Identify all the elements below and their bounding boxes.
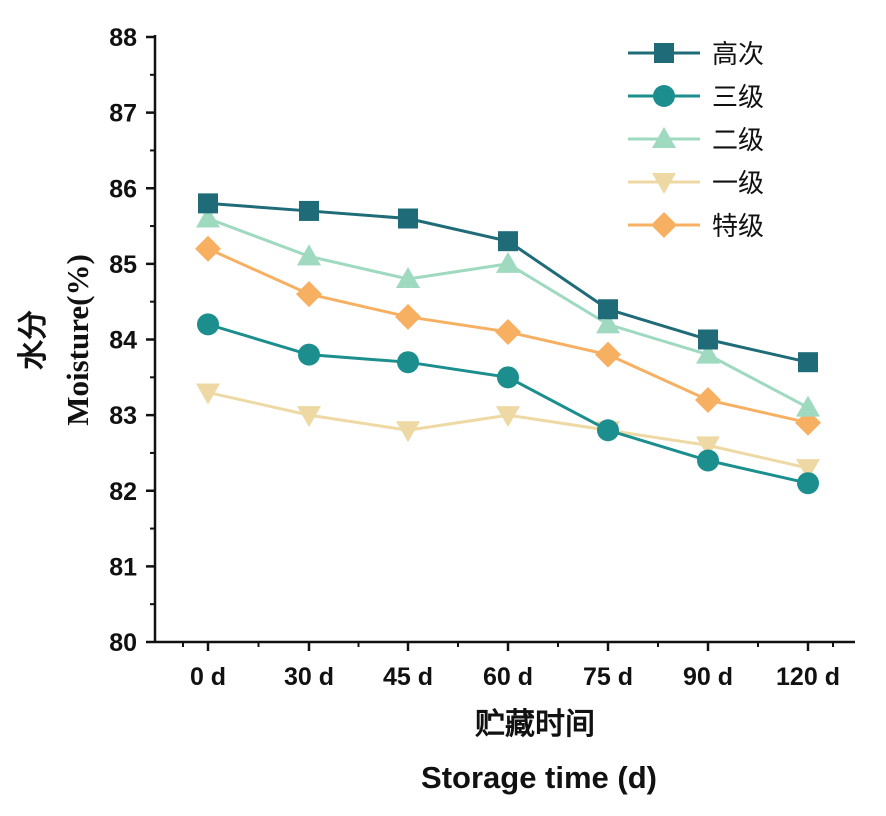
- series-3: [196, 206, 820, 417]
- series-layer: [195, 193, 821, 495]
- legend-item: 一级: [628, 169, 764, 199]
- data-point: [695, 387, 721, 413]
- x-tick-label: 60 d: [483, 663, 533, 691]
- data-point: [195, 235, 221, 262]
- data-point: [396, 267, 420, 288]
- x-tick-label: 45 d: [383, 663, 433, 691]
- data-point: [398, 208, 418, 229]
- legend-marker: [652, 173, 676, 194]
- data-point: [495, 318, 521, 345]
- x-tick-label: 75 d: [583, 663, 633, 691]
- y-tick-label: 80: [109, 629, 137, 657]
- x-tick-label: 0 d: [190, 663, 226, 691]
- y-tick-label: 83: [109, 402, 137, 430]
- y-tick-label: 81: [109, 553, 137, 581]
- series-1: [198, 193, 818, 373]
- legend-item: 特级: [628, 212, 764, 242]
- y-axis-label-english: Moisture(%): [60, 254, 95, 426]
- data-point: [496, 406, 520, 428]
- legend-label: 一级: [712, 169, 764, 199]
- data-point: [198, 193, 218, 214]
- legend-item: 高次: [628, 40, 764, 70]
- legend-marker: [654, 43, 674, 63]
- data-point: [298, 343, 320, 366]
- data-point: [396, 421, 420, 443]
- data-point: [696, 436, 720, 458]
- y-tick-label: 84: [109, 327, 137, 355]
- legend-label: 二级: [712, 126, 764, 156]
- data-point: [397, 351, 419, 374]
- data-point: [297, 406, 321, 428]
- data-point: [595, 341, 621, 368]
- y-axis-label-chinese: 水分: [16, 310, 51, 370]
- legend-item: 二级: [628, 126, 764, 156]
- data-point: [598, 299, 618, 320]
- data-point: [698, 329, 718, 350]
- data-point: [496, 251, 520, 273]
- data-point: [796, 395, 820, 417]
- data-point: [797, 472, 819, 495]
- legend-marker: [652, 127, 676, 148]
- series-2: [197, 313, 819, 495]
- data-point: [296, 281, 322, 308]
- data-point: [297, 244, 321, 266]
- y-tick-label: 86: [109, 175, 137, 203]
- y-tick-label: 88: [109, 24, 137, 52]
- x-tick-label: 90 d: [683, 663, 733, 691]
- legend-label: 高次: [712, 40, 764, 70]
- x-tick-label: 120 d: [776, 663, 840, 691]
- legend-label: 三级: [712, 83, 764, 113]
- y-tick-label: 82: [109, 478, 137, 506]
- x-axis-label-english: Storage time (d): [421, 760, 657, 795]
- axes: 80 81 82 83 84 85 86 87 88 0 d 30 d 45 d 60 d 75 d 90 …: [109, 24, 855, 691]
- x-axis-label-chinese: 贮藏时间: [475, 707, 595, 742]
- data-point: [395, 303, 421, 330]
- data-point: [196, 206, 220, 228]
- data-point: [498, 231, 518, 252]
- data-point: [798, 352, 818, 373]
- data-point: [697, 449, 719, 472]
- data-point: [696, 342, 720, 364]
- data-point: [197, 313, 219, 336]
- legend-item: 三级: [628, 83, 764, 113]
- data-point: [497, 366, 519, 389]
- x-tick-label: 30 d: [284, 663, 334, 691]
- legend-label: 特级: [712, 212, 764, 242]
- data-point: [796, 459, 820, 481]
- y-tick-label: 87: [109, 100, 137, 128]
- data-point: [597, 419, 619, 442]
- y-tick-label: 85: [109, 251, 137, 279]
- legend-marker: [651, 212, 677, 238]
- legend-marker: [653, 85, 675, 107]
- data-point: [299, 200, 319, 221]
- data-point: [196, 383, 220, 405]
- data-point: [596, 312, 620, 334]
